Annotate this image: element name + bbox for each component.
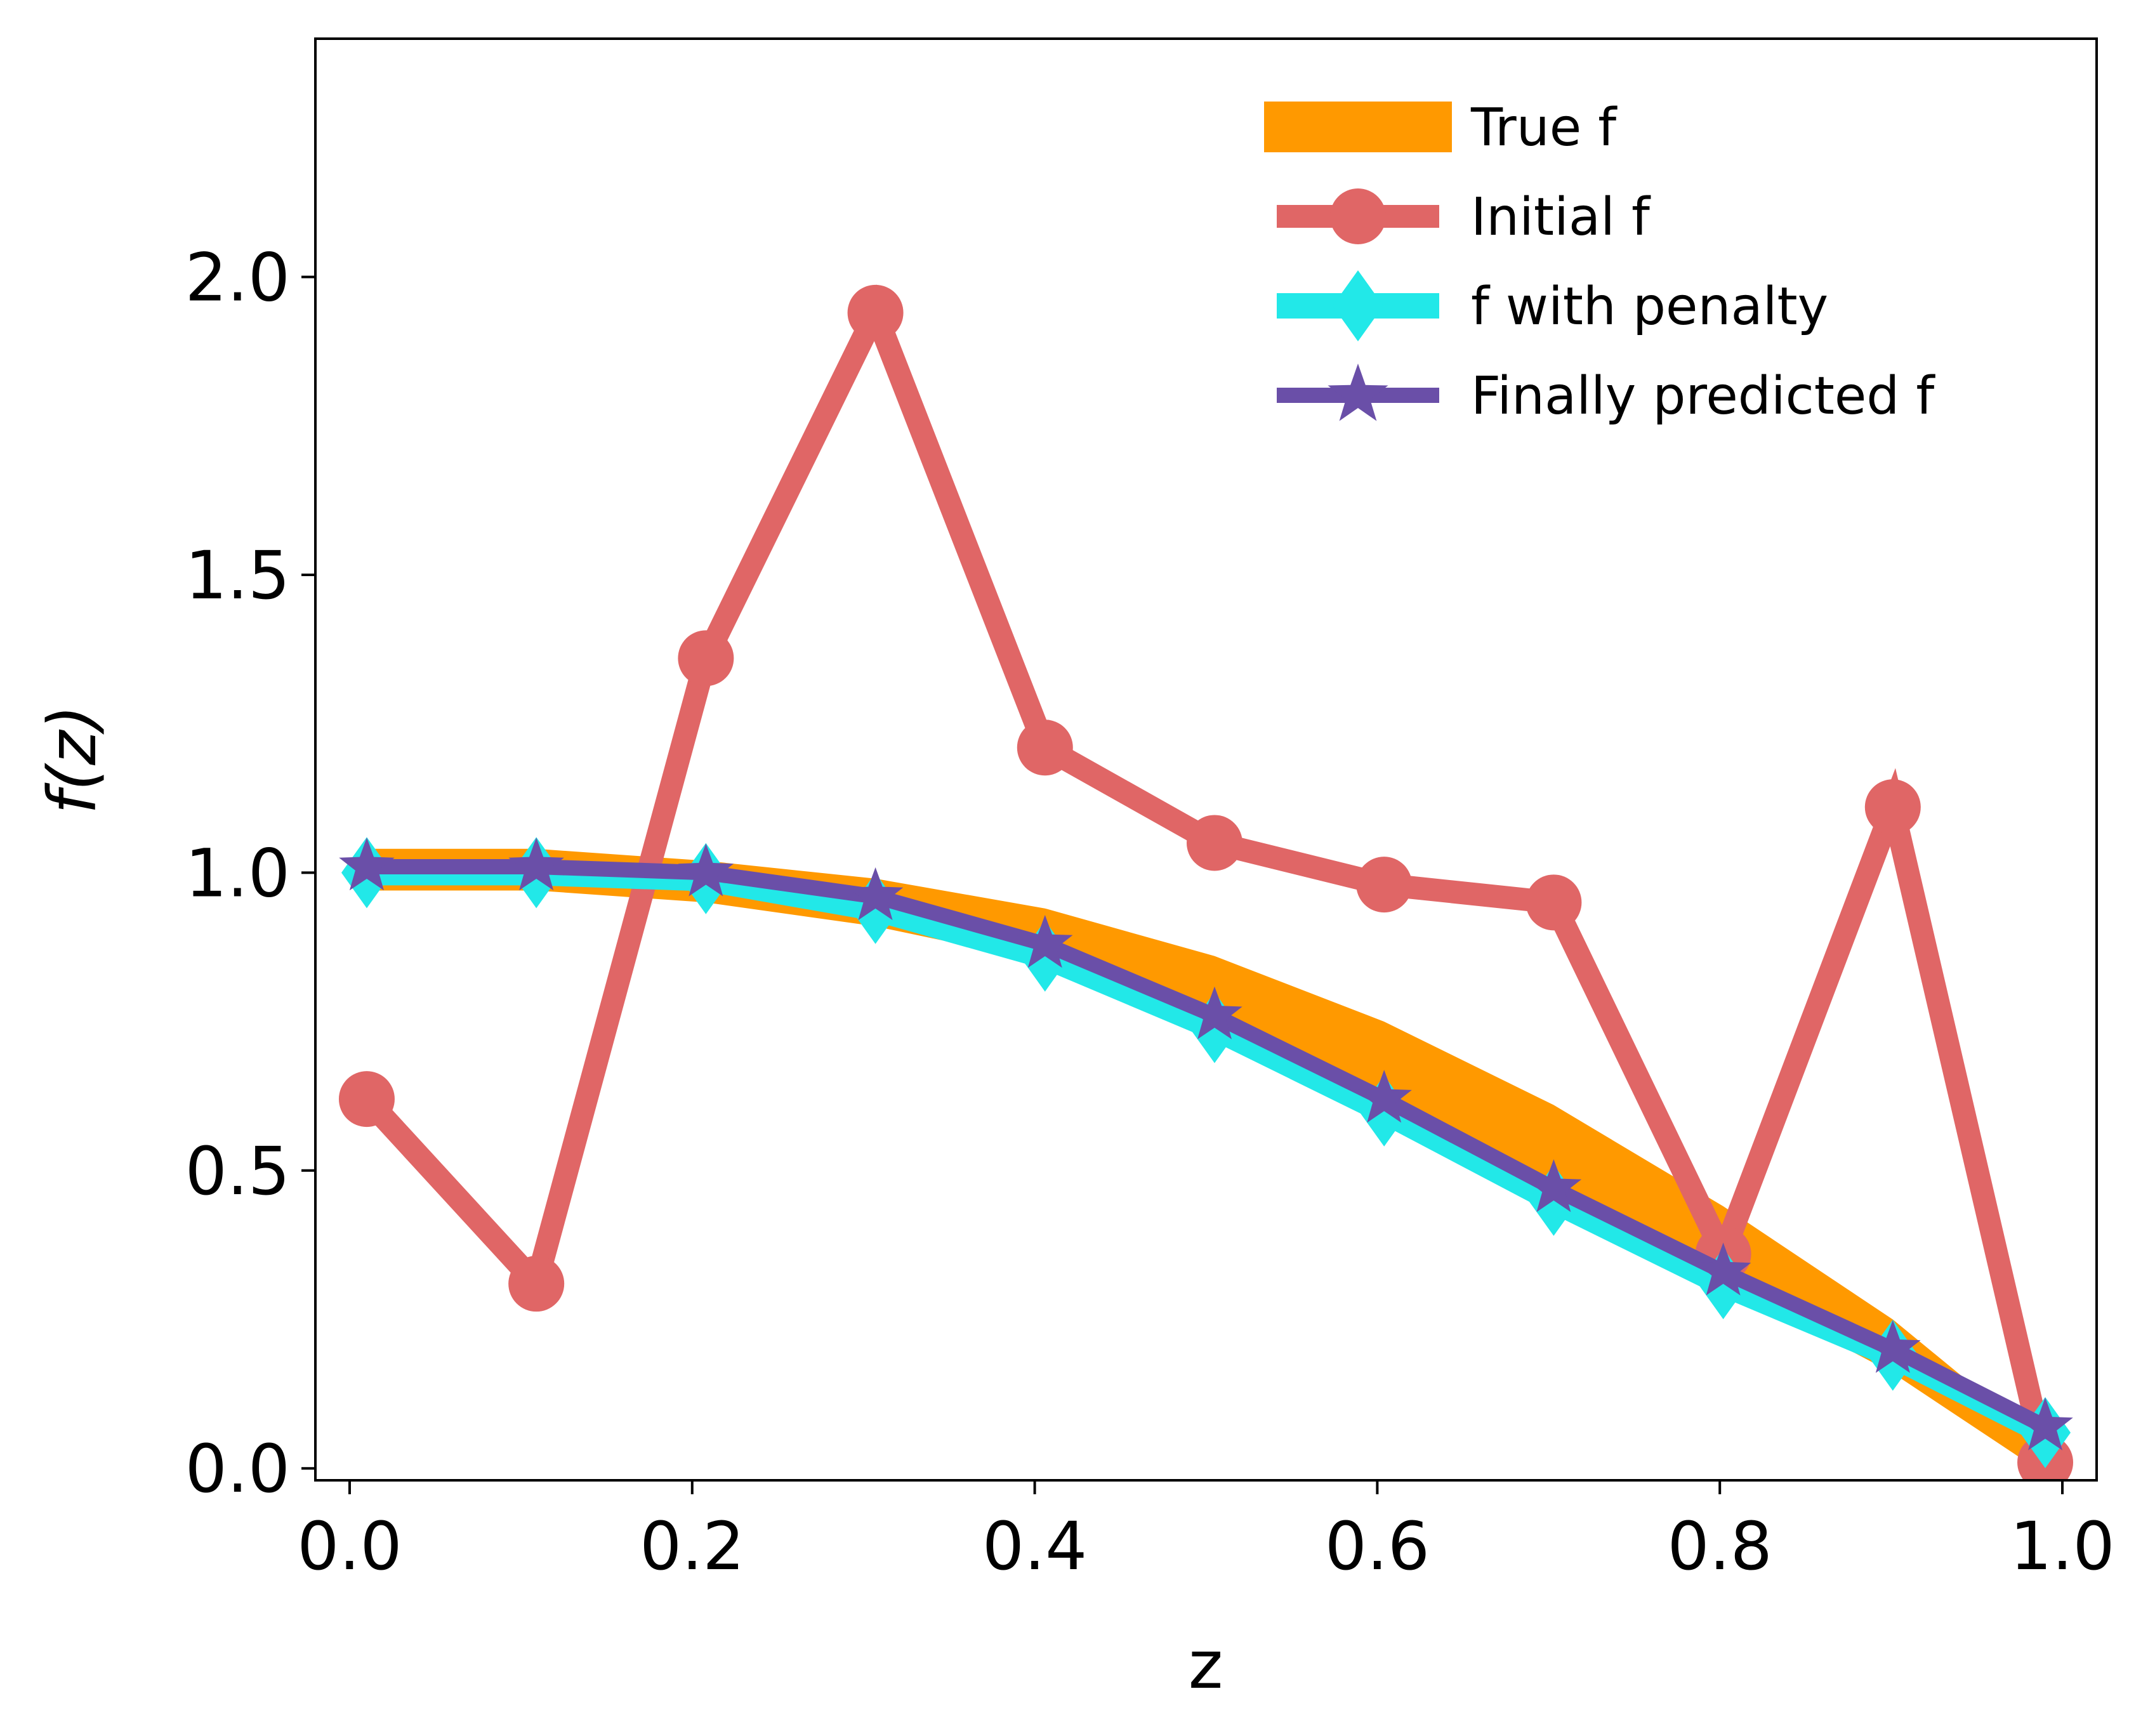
x-tick-label: 1.0 bbox=[2010, 1508, 2114, 1585]
y-tick-label: 1.5 bbox=[185, 537, 290, 614]
plot-area bbox=[314, 37, 2098, 1482]
legend-entry: True f bbox=[1264, 98, 1618, 158]
x-tick-label: 0.4 bbox=[982, 1508, 1087, 1585]
series-3 bbox=[339, 838, 2073, 1450]
true-f-band bbox=[367, 848, 2045, 1475]
data-point bbox=[508, 838, 564, 891]
y-axis: 0.0 0.5 1.0 1.5 2.0 bbox=[185, 239, 315, 1508]
data-point bbox=[847, 284, 904, 341]
data-point bbox=[1356, 1070, 1412, 1123]
legend-label: f with penalty bbox=[1471, 277, 1828, 337]
legend-entry: Finally predicted f bbox=[1277, 364, 1935, 426]
x-tick-label: 0.8 bbox=[1668, 1508, 1772, 1585]
data-point bbox=[1186, 815, 1242, 871]
x-tick-label: 0.6 bbox=[1325, 1508, 1430, 1585]
data-point bbox=[847, 867, 904, 921]
legend-label: Finally predicted f bbox=[1471, 366, 1935, 426]
legend-label: Initial f bbox=[1471, 187, 1651, 247]
data-point bbox=[338, 1071, 395, 1128]
y-tick-label: 2.0 bbox=[185, 239, 290, 317]
data-point bbox=[1356, 857, 1413, 913]
data-point bbox=[1526, 1159, 1582, 1213]
data-point bbox=[678, 843, 734, 897]
data-point bbox=[1695, 1242, 1751, 1296]
legend-entry: f with penalty bbox=[1277, 270, 1828, 341]
series-layer bbox=[338, 284, 2074, 1480]
x-tick-label: 0.0 bbox=[297, 1508, 402, 1585]
x-axis-label: z bbox=[1189, 1626, 1223, 1704]
legend-marker bbox=[1328, 364, 1388, 421]
legend-marker bbox=[1330, 188, 1386, 244]
y-tick-label: 0.0 bbox=[185, 1430, 290, 1508]
legend-marker bbox=[1333, 270, 1383, 341]
y-axis-label: f(z) bbox=[34, 705, 111, 814]
y-tick-label: 0.5 bbox=[185, 1133, 290, 1210]
data-point bbox=[2017, 1397, 2073, 1450]
data-point bbox=[1187, 986, 1242, 1039]
data-point bbox=[339, 838, 395, 891]
legend: True f Initial f f with penalty Finally pre… bbox=[1264, 98, 1935, 426]
series-0 bbox=[367, 848, 2045, 1475]
data-point bbox=[1864, 779, 1921, 836]
x-tick-label: 0.2 bbox=[640, 1508, 744, 1585]
data-point bbox=[1017, 720, 1073, 776]
y-tick-label: 1.0 bbox=[185, 834, 290, 912]
x-axis: 0.0 0.2 0.4 0.6 0.8 1.0 bbox=[297, 1480, 2115, 1585]
plot-frame bbox=[314, 37, 2098, 1482]
legend-entry: Initial f bbox=[1277, 187, 1651, 247]
data-point bbox=[1526, 874, 1582, 931]
legend-label: True f bbox=[1470, 98, 1618, 158]
data-point bbox=[1865, 1320, 1921, 1373]
legend-swatch bbox=[1264, 102, 1452, 152]
data-point bbox=[1017, 915, 1073, 968]
data-point bbox=[508, 1256, 565, 1312]
data-point bbox=[678, 630, 734, 687]
